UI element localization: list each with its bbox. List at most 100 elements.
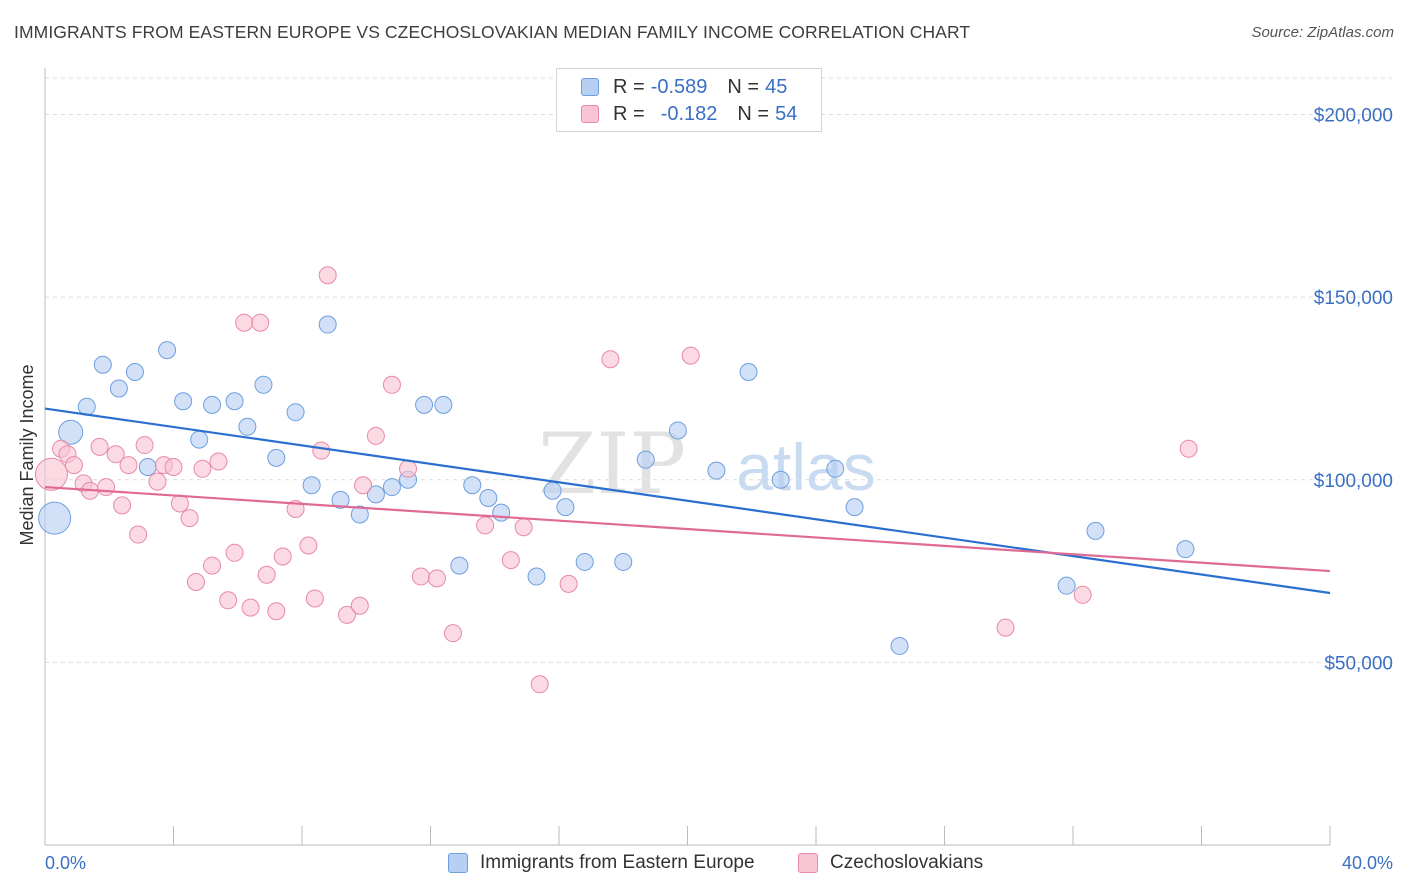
data-point-blue [190, 430, 209, 449]
data-point-pink [501, 551, 520, 570]
data-point-blue [415, 395, 434, 414]
data-point-pink [34, 457, 68, 491]
trend-lines [44, 407, 1331, 595]
data-point-pink [305, 589, 324, 608]
data-point-blue [350, 505, 369, 524]
data-point-blue [527, 567, 546, 586]
data-point-pink [427, 569, 446, 588]
data-point-pink [273, 547, 292, 566]
watermark: ZIP atlas [538, 415, 876, 513]
data-point-pink [186, 573, 205, 592]
legend-n-label: N = [737, 102, 770, 125]
data-point-blue [109, 379, 128, 398]
data-point-pink [559, 574, 578, 593]
data-point-blue [254, 375, 273, 394]
data-point-blue [58, 419, 84, 445]
data-point-pink [97, 478, 116, 497]
data-point-pink [399, 459, 418, 478]
data-point-pink [129, 525, 148, 544]
data-point-pink [106, 445, 125, 464]
data-point-blue [845, 498, 864, 517]
series-legend-eastern-europe[interactable]: Immigrants from Eastern Europe [448, 852, 755, 874]
data-point-blue [450, 556, 469, 575]
source-label: Source: ZipAtlas.com [1251, 24, 1394, 41]
data-point-blue [492, 503, 511, 522]
data-point-blue [286, 403, 305, 422]
data-point-blue [614, 552, 633, 571]
data-point-pink [241, 598, 260, 617]
data-point-blue [302, 476, 321, 495]
data-point-blue [543, 481, 562, 500]
data-point-blue [38, 501, 72, 535]
data-point-blue [556, 498, 575, 517]
data-point-blue [318, 315, 337, 334]
data-point-blue [125, 363, 144, 382]
data-point-pink [476, 516, 495, 535]
legend-r-label: R = [613, 75, 645, 98]
chart-title: IMMIGRANTS FROM EASTERN EUROPE VS CZECHO… [14, 22, 971, 42]
data-point-pink [251, 313, 270, 332]
data-point-blue [93, 355, 112, 374]
legend-swatch-pink [581, 105, 599, 123]
data-point-pink [119, 456, 138, 475]
data-point-blue [890, 636, 909, 655]
series-legend-czechoslovakians[interactable]: Czechoslovakians [798, 852, 983, 874]
data-point-pink [382, 375, 401, 394]
y-tick-label: $100,000 [1314, 471, 1393, 492]
data-point-blue [331, 490, 350, 509]
data-point-blue [1176, 540, 1195, 559]
data-point-pink [318, 266, 337, 285]
data-point-pink [203, 556, 222, 575]
legend-n-label: N = [727, 75, 760, 98]
data-point-blue [636, 450, 655, 469]
data-point-blue [225, 392, 244, 411]
data-point-pink [514, 518, 533, 537]
data-point-pink [193, 459, 212, 478]
legend-r-label: R = [613, 102, 645, 125]
data-point-pink [350, 596, 369, 615]
grid [45, 77, 1392, 663]
tick-labels: $50,000 $100,000 $150,000 $200,000 0.0% 40.0% [45, 106, 1393, 873]
data-point-pink [1073, 585, 1092, 604]
data-points [34, 266, 1198, 694]
data-point-pink [257, 565, 276, 584]
y-tick-label: $200,000 [1314, 106, 1393, 127]
legend-swatch-blue [581, 78, 599, 96]
data-point-blue [158, 341, 177, 360]
data-point-blue [138, 457, 157, 476]
data-point-blue [575, 552, 594, 571]
data-point-blue [382, 478, 401, 497]
data-point-pink [64, 456, 83, 475]
data-point-pink [219, 591, 238, 610]
data-point-pink [225, 543, 244, 562]
data-point-pink [996, 618, 1015, 637]
data-point-pink [312, 441, 331, 460]
legend-n-value: 45 [765, 75, 788, 98]
data-point-blue [174, 392, 193, 411]
data-point-pink [113, 496, 132, 515]
data-point-blue [238, 417, 257, 436]
data-point-pink [443, 624, 462, 643]
data-point-pink [601, 350, 620, 369]
data-point-pink [1179, 439, 1198, 458]
legend-row-eastern-europe: R = -0.589 N = 45 [581, 75, 787, 99]
data-point-blue [707, 461, 726, 480]
stats-legend: R = -0.589 N = 45 R = -0.182 N = 54 [556, 68, 822, 132]
data-point-pink [299, 536, 318, 555]
data-point-blue [668, 421, 687, 440]
data-point-blue [771, 470, 790, 489]
trend-line-blue [44, 407, 1331, 595]
data-point-pink [411, 567, 430, 586]
data-point-blue [739, 363, 758, 382]
legend-r-value: -0.182 [660, 102, 718, 125]
data-point-blue [463, 476, 482, 495]
data-point-pink [681, 346, 700, 365]
legend-r-value: -0.589 [650, 75, 708, 98]
legend-n-value: 54 [775, 102, 798, 125]
data-point-blue [366, 485, 385, 504]
y-axis-label: Median Family Income [17, 364, 37, 545]
data-point-pink [337, 605, 356, 624]
data-point-pink [209, 452, 228, 471]
data-point-blue [434, 395, 453, 414]
trend-line-pink [44, 485, 1331, 573]
